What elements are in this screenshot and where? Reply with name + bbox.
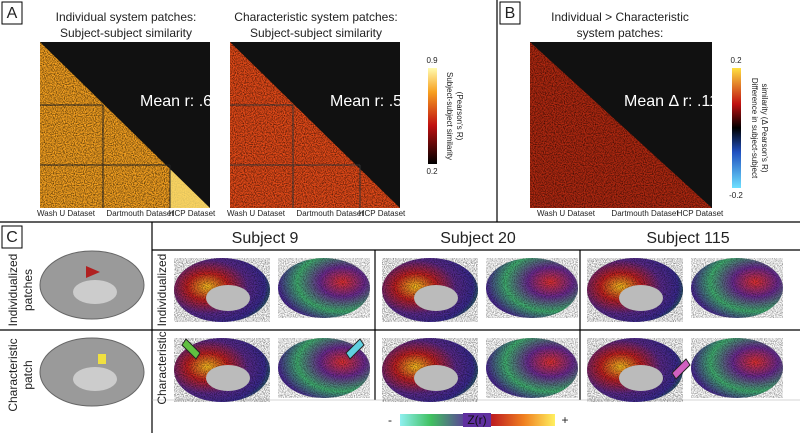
matrix (230, 42, 400, 208)
brain-part (691, 338, 783, 398)
colorbar (428, 68, 437, 164)
colorbar-min: - (388, 413, 392, 427)
brain-part (486, 258, 578, 318)
colorbar-min: -0.2 (729, 191, 743, 200)
colorbar-label-bg (463, 413, 491, 427)
dataset-label: Dartmouth Dataset (611, 209, 679, 218)
colorbar-label: Z(r) (467, 413, 486, 427)
brain-part (414, 285, 458, 311)
brain-part (619, 285, 663, 311)
colorbar-max: 0.9 (426, 56, 438, 65)
subject-header: Subject 20 (440, 230, 516, 247)
matrix-title: Subject-subject similarity (60, 26, 192, 40)
panel-label-box (1, 225, 23, 249)
panel-label: B (505, 5, 516, 22)
matrix (530, 42, 712, 208)
colorbar-label: Difference in subject-subject (750, 78, 759, 179)
subject-header: Subject 115 (646, 230, 729, 247)
panel-label: A (7, 5, 18, 22)
brain-part (619, 365, 663, 391)
row-label: Characteristic (6, 338, 20, 411)
colorbar-label: (Pearson's R) (455, 92, 464, 141)
dataset-label: HCP Dataset (359, 209, 406, 218)
row-label: patches (21, 269, 35, 311)
annotation: Mean r: .61 (140, 93, 221, 110)
dataset-label: Wash U Dataset (227, 209, 286, 218)
row-label: Individualized (155, 254, 169, 327)
matrix-title: Subject-subject similarity (250, 26, 382, 40)
colorbar-max: + (561, 413, 568, 427)
brain-part (206, 285, 250, 311)
dataset-label: Dartmouth Dataset (296, 209, 364, 218)
brain-part (278, 258, 370, 318)
brain-part (206, 365, 250, 391)
matrix-title: Individual system patches: (56, 10, 197, 24)
colorbar (732, 68, 741, 188)
annotation: Mean Δ r: .11 (624, 93, 718, 110)
dataset-label: HCP Dataset (169, 209, 216, 218)
panel-label-box (1, 1, 23, 25)
panel-label: C (6, 229, 18, 246)
annotation: Mean r: .50 (330, 93, 411, 110)
colorbar-label: similarity (Δ Pearson's R) (760, 83, 769, 172)
brain-part (486, 338, 578, 398)
brain-part (691, 258, 783, 318)
dataset-label: Wash U Dataset (37, 209, 96, 218)
row-label: Individualized (6, 254, 20, 327)
brain-part (671, 358, 691, 380)
brain-icon (39, 250, 145, 407)
brain-part (181, 338, 201, 360)
subject-header: Subject 9 (232, 230, 299, 247)
brain-part (414, 365, 458, 391)
brain-part (345, 338, 365, 360)
dataset-label: Wash U Dataset (537, 209, 596, 218)
brain-maps (174, 258, 783, 402)
row-label: Characteristic (155, 331, 169, 404)
dataset-label: Dartmouth Dataset (106, 209, 174, 218)
panel-label-box (499, 1, 521, 25)
matrix (40, 42, 210, 208)
row-label: patch (21, 360, 35, 389)
colorbar-min: 0.2 (426, 167, 438, 176)
matrix-title: system patches: (577, 26, 664, 40)
colorbar-max: 0.2 (730, 56, 742, 65)
matrix-title: Characteristic system patches: (234, 10, 397, 24)
matrix-title: Individual > Characteristic (551, 10, 689, 24)
dataset-label: HCP Dataset (677, 209, 724, 218)
colorbar-label: Subject-subject similarity (445, 72, 454, 160)
